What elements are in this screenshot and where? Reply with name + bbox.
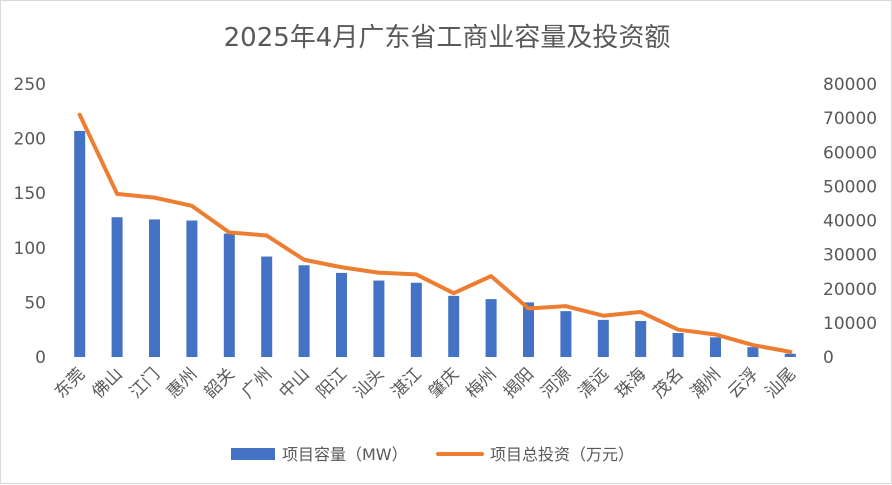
bar [373,280,385,357]
line-point [116,193,118,195]
line-point [341,266,342,268]
line-series [77,112,793,354]
x-axis-tick-label: 韶关 [201,364,239,402]
right-axis-tick-label: 80000 [823,75,877,95]
x-axis-tick-label: 河源 [537,364,575,402]
bar [710,337,721,357]
line-point [415,273,417,275]
bar [261,256,273,357]
bar [784,353,796,357]
x-axis-tick-label: 佛山 [88,364,126,402]
right-axis-tick-label: 30000 [823,246,877,266]
right-axis-tick-label: 50000 [823,177,877,197]
bar [597,319,609,357]
right-axis-tick-label: 70000 [823,109,877,129]
line-point [303,259,305,261]
x-axis-tick-label: 中山 [275,364,313,402]
x-axis-tick-label: 汕头 [350,364,388,402]
left-axis-tick-label: 100 [14,239,46,259]
line-point [154,197,155,199]
line-point [528,308,529,310]
line-point [490,275,492,277]
line-point [266,235,268,237]
line-point [677,329,679,331]
x-axis-tick-label: 广州 [238,364,276,402]
legend: 项目容量（MW） 项目总投资（万元） [231,445,634,464]
left-axis-tick-label: 250 [14,75,46,95]
bar [635,320,647,357]
line-point [789,351,791,353]
line-point [453,292,455,294]
line-point [715,333,716,335]
bar [485,299,497,357]
bar [336,272,347,357]
bar [560,311,572,357]
line-point [191,205,193,207]
x-axis-tick-label: 潮州 [687,364,725,402]
bar [448,295,460,357]
bar [111,217,123,357]
left-axis-tick-label: 50 [24,293,46,313]
x-axis-tick-label: 惠州 [163,364,201,402]
left-axis-tick-label: 150 [14,184,46,204]
bar [410,282,422,357]
x-axis-tick-label: 江门 [126,364,164,402]
right-axis-tick-label: 40000 [823,212,877,232]
line-point [565,305,567,307]
x-axis-tick-label: 清远 [575,364,613,402]
left-axis-tick-labels: 0 50 100 150 200 250 [14,75,46,368]
x-axis-tick-label: 湛江 [388,364,426,402]
line-point [378,272,380,274]
line-point [752,344,754,346]
right-axis-tick-label: 10000 [823,314,877,334]
right-axis-tick-label: 60000 [823,143,877,163]
left-axis-tick-label: 0 [35,348,46,368]
investment-line [77,112,793,354]
legend-line-label: 项目总投资（万元） [490,445,634,464]
line-point [228,231,230,233]
bar [223,233,235,357]
chart-title: 2025年4月广东省工商业容量及投资额 [224,23,671,53]
x-axis-tick-label: 汕尾 [762,364,800,402]
line-point [79,114,81,116]
line-point [640,311,642,313]
line-point [602,315,604,317]
x-axis-tick-label: 茂名 [649,364,687,402]
legend-bar-swatch [231,448,275,460]
right-axis-tick-labels: 0 10000 20000 30000 40000 50000 60000 70000 8000… [823,75,877,368]
right-axis-tick-label: 0 [823,348,834,368]
bar [186,220,198,357]
bar [523,302,534,357]
bar-series [74,130,796,357]
bar [149,219,160,357]
x-axis-tick-label: 梅州 [462,364,500,402]
bar [672,332,684,357]
left-axis-tick-label: 200 [14,130,46,150]
x-axis-tick-label: 东莞 [51,364,89,402]
bar [298,265,310,357]
x-axis-tick-label: 揭阳 [500,364,538,402]
x-axis-tick-labels: 东莞 佛山 江门 惠州 韶关 广州 中山 阳江 汕头 湛江 肇庆 梅州 揭阳 河源 清远 珠海 茂名 潮州 云浮 汕尾 [51,364,800,402]
right-axis-tick-label: 20000 [823,280,877,300]
x-axis-tick-label: 云浮 [724,364,762,402]
x-axis-tick-label: 肇庆 [425,364,463,402]
x-axis-tick-label: 阳江 [313,364,351,402]
x-axis-tick-label: 珠海 [612,364,650,402]
bar [74,130,86,357]
bar [747,347,759,357]
legend-bar-label: 项目容量（MW） [282,445,408,464]
